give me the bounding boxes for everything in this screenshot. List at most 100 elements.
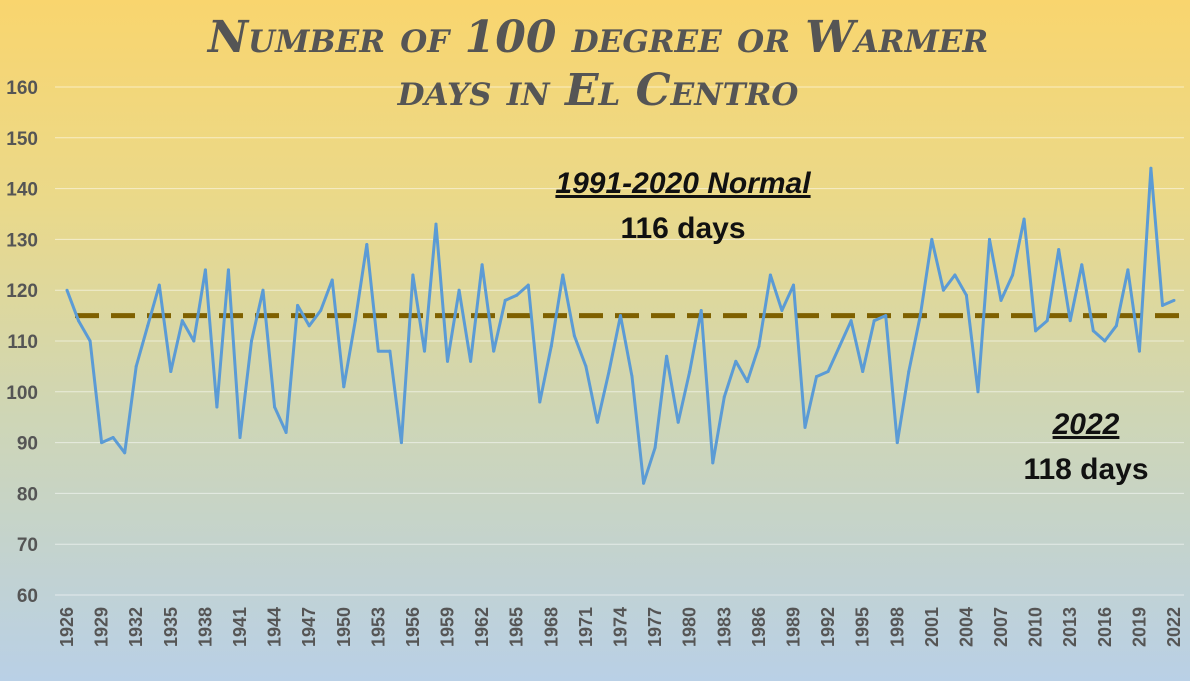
x-tick-label: 1977: [645, 607, 665, 647]
normal-annotation-heading: 1991-2020 Normal: [555, 167, 811, 200]
x-tick-label: 1971: [576, 607, 596, 647]
data-point: [65, 288, 69, 292]
data-point: [665, 354, 669, 358]
x-tick-label: 1980: [680, 607, 700, 647]
latest-annotation-value: 118 days: [1023, 453, 1148, 486]
data-point: [1160, 303, 1164, 307]
x-tick-label: 2004: [956, 607, 976, 647]
latest-annotation-heading: 2022: [1052, 408, 1120, 441]
x-tick-label: 1947: [299, 607, 319, 647]
x-tick-label: 2019: [1129, 607, 1149, 647]
data-point: [745, 380, 749, 384]
x-tick-label: 2007: [991, 607, 1011, 647]
x-tick-label: 1938: [195, 607, 215, 647]
data-point: [469, 359, 473, 363]
data-point: [307, 324, 311, 328]
data-point: [1149, 166, 1153, 170]
series-layer: [65, 166, 1176, 485]
x-tick-label: 2013: [1060, 607, 1080, 647]
data-point: [273, 405, 277, 409]
data-point: [630, 375, 634, 379]
y-tick-label: 100: [6, 383, 38, 404]
x-tick-label: 1941: [230, 607, 250, 647]
data-point: [757, 344, 761, 348]
data-point: [111, 436, 115, 440]
data-point: [849, 319, 853, 323]
data-point: [77, 319, 81, 323]
data-point: [503, 298, 507, 302]
data-point: [492, 349, 496, 353]
y-tick-label: 150: [6, 129, 38, 150]
data-point: [941, 288, 945, 292]
data-point: [319, 309, 323, 313]
data-point: [884, 314, 888, 318]
data-point: [1114, 324, 1118, 328]
data-point: [169, 369, 173, 373]
data-point: [619, 314, 622, 318]
data-point: [653, 446, 657, 450]
x-tick-label: 1935: [161, 607, 181, 647]
x-tick-label: 1929: [92, 607, 112, 647]
data-point: [642, 481, 646, 485]
data-point: [457, 288, 461, 292]
x-tick-label: 1950: [334, 607, 354, 647]
data-point: [146, 324, 150, 328]
data-point: [1045, 319, 1049, 323]
x-tick-label: 2001: [922, 607, 942, 647]
data-point: [538, 400, 542, 404]
data-point: [1022, 217, 1026, 221]
data-point: [515, 293, 519, 297]
data-point: [88, 339, 92, 343]
data-point: [607, 369, 611, 373]
data-point: [711, 461, 715, 465]
data-point: [561, 273, 565, 277]
data-point: [584, 364, 588, 368]
x-tick-label: 1986: [749, 607, 769, 647]
gridlines: [55, 86, 1184, 596]
data-point: [953, 273, 957, 277]
x-tick-label: 1956: [403, 607, 423, 647]
y-tick-label: 120: [6, 281, 38, 302]
data-point: [803, 425, 807, 429]
data-point: [768, 273, 772, 277]
data-point: [411, 273, 415, 277]
data-point: [203, 268, 207, 272]
data-point: [526, 283, 530, 287]
x-tick-label: 1926: [57, 607, 77, 647]
data-point: [215, 405, 219, 409]
x-tick-label: 1965: [507, 607, 527, 647]
data-point: [815, 375, 819, 379]
data-point: [826, 369, 830, 373]
data-point: [134, 364, 138, 368]
data-point: [434, 222, 438, 226]
data-point: [226, 268, 230, 272]
data-point: [791, 283, 795, 287]
data-point: [999, 298, 1003, 302]
data-point: [353, 319, 357, 323]
x-axis-ticks: 1926 1929 1932 1935 1938 1941 1944 1947 1950 1953…: [57, 607, 1184, 647]
data-point: [261, 288, 265, 292]
data-point: [930, 237, 934, 241]
data-point: [907, 369, 911, 373]
data-point: [480, 263, 484, 267]
chart-title-line-2: days in El Centro: [397, 65, 799, 116]
x-tick-label: 1962: [472, 607, 492, 647]
data-point: [734, 359, 738, 363]
data-point: [699, 309, 703, 313]
data-point: [296, 303, 300, 307]
y-tick-label: 110: [7, 332, 38, 353]
y-tick-label: 60: [17, 586, 38, 607]
x-tick-label: 1959: [438, 607, 458, 647]
x-tick-label: 2022: [1164, 607, 1184, 647]
data-point: [572, 334, 576, 338]
data-point: [976, 390, 980, 394]
data-point: [918, 314, 922, 318]
normal-annotation-value: 116 days: [620, 212, 745, 245]
x-tick-label: 2010: [1026, 607, 1046, 647]
data-point: [988, 237, 991, 241]
x-tick-label: 1995: [853, 607, 873, 647]
data-point: [838, 344, 842, 348]
y-tick-label: 160: [6, 78, 38, 99]
